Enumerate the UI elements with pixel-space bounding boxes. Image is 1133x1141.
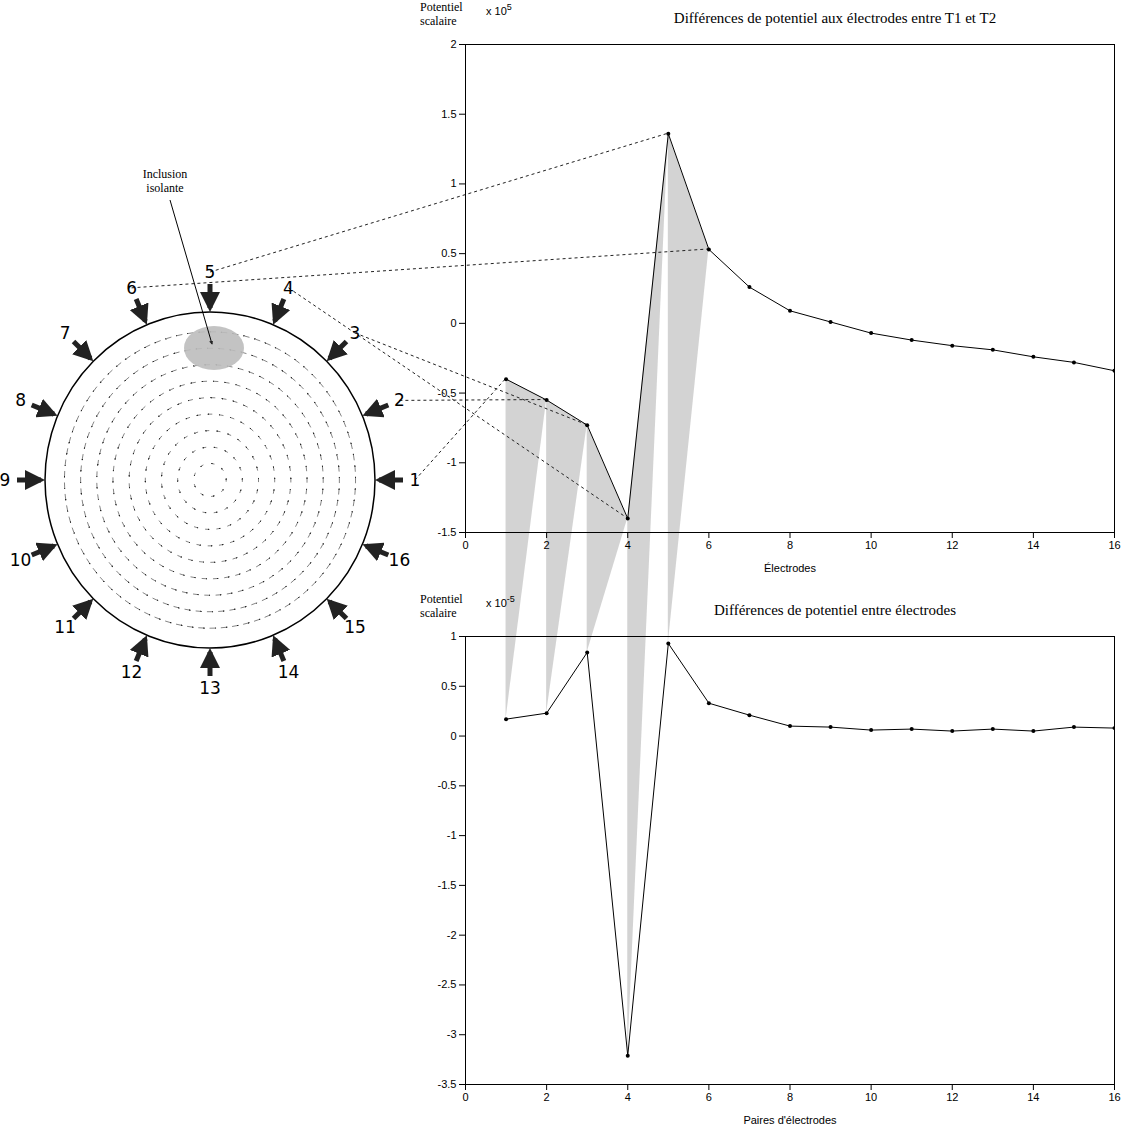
svg-text:0: 0: [450, 730, 456, 742]
svg-text:4: 4: [283, 278, 294, 298]
svg-text:-0.5: -0.5: [438, 387, 457, 399]
svg-text:13: 13: [199, 678, 221, 698]
svg-text:12: 12: [946, 539, 958, 551]
svg-text:6: 6: [126, 278, 137, 298]
svg-text:-2.5: -2.5: [438, 978, 457, 990]
svg-text:0.5: 0.5: [441, 680, 456, 692]
svg-text:1: 1: [410, 470, 421, 490]
svg-text:14: 14: [1027, 539, 1039, 551]
svg-text:14: 14: [1027, 1091, 1039, 1103]
svg-text:16: 16: [1108, 1091, 1120, 1103]
svg-text:11: 11: [54, 617, 76, 637]
svg-text:15: 15: [344, 617, 366, 637]
svg-text:5: 5: [205, 262, 216, 282]
svg-text:0.5: 0.5: [441, 247, 456, 259]
svg-text:0: 0: [462, 539, 468, 551]
svg-text:-2: -2: [447, 929, 457, 941]
svg-text:-1.5: -1.5: [438, 879, 457, 891]
svg-text:0: 0: [450, 317, 456, 329]
svg-text:-3.5: -3.5: [438, 1078, 457, 1090]
svg-text:7: 7: [60, 323, 71, 343]
html-text:Potentiel scalaire: Potentiel scalaire: [420, 592, 463, 620]
svg-text:2: 2: [450, 38, 456, 50]
svg-text:Paires d'électrodes: Paires d'électrodes: [743, 1114, 837, 1126]
svg-text:-3: -3: [447, 1028, 457, 1040]
svg-text:Inclusionisolante: Inclusionisolante: [143, 167, 188, 195]
svg-text:16: 16: [389, 550, 411, 570]
html-text:x 10: x 10: [486, 4, 507, 17]
svg-text:1.5: 1.5: [441, 108, 456, 120]
svg-text:12: 12: [946, 1091, 958, 1103]
svg-text:4: 4: [625, 539, 631, 551]
svg-text:6: 6: [706, 539, 712, 551]
svg-text:3: 3: [350, 323, 361, 343]
svg-text:-1: -1: [447, 829, 457, 841]
svg-text:-1.5: -1.5: [438, 526, 457, 538]
svg-text:2: 2: [394, 390, 405, 410]
svg-text:12: 12: [121, 662, 143, 682]
svg-text:10: 10: [10, 550, 32, 570]
svg-text:8: 8: [787, 1091, 793, 1103]
svg-text:10: 10: [865, 539, 877, 551]
svg-text:4: 4: [625, 1091, 631, 1103]
svg-text:14: 14: [278, 662, 300, 682]
html-text:5: 5: [506, 2, 512, 12]
svg-text:Électrodes: Électrodes: [764, 562, 816, 574]
svg-text:8: 8: [787, 539, 793, 551]
svg-text:2: 2: [544, 1091, 550, 1103]
html-text:Différences de potentiel aux é: Différences de potentiel aux électrodes …: [673, 10, 997, 26]
svg-text:6: 6: [706, 1091, 712, 1103]
svg-text:8: 8: [15, 390, 26, 410]
svg-text:-0.5: -0.5: [438, 779, 457, 791]
svg-text:9: 9: [0, 470, 10, 490]
html-text:Différences de potentiel entre: Différences de potentiel entre électrode…: [713, 602, 956, 618]
svg-text:-1: -1: [447, 456, 457, 468]
svg-text:1: 1: [450, 177, 456, 189]
svg-text:16: 16: [1108, 539, 1120, 551]
svg-text:1: 1: [450, 630, 456, 642]
svg-text:10: 10: [865, 1091, 877, 1103]
svg-text:2: 2: [544, 539, 550, 551]
html-text:x 10-5: x 10-5: [486, 594, 515, 609]
html-text:Potentiel scalaire: Potentiel scalaire: [420, 0, 463, 28]
svg-text:0: 0: [462, 1091, 468, 1103]
